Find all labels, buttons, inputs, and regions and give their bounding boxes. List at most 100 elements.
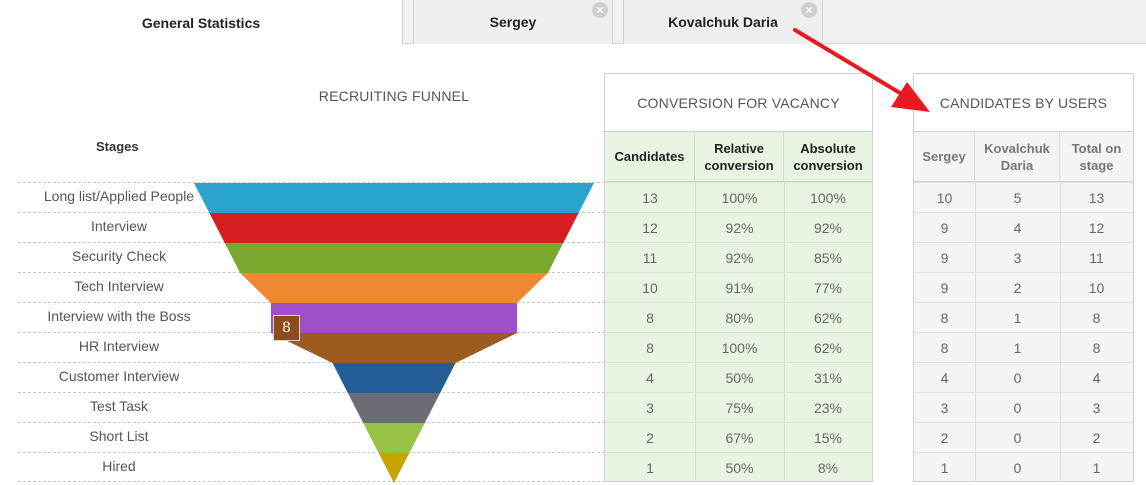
table-cell: 3 [605,392,695,422]
table-cell: 100% [695,182,784,212]
column-header: Sergey [914,132,975,182]
table-cell: 2 [605,422,695,452]
table-cell: 100% [695,332,784,362]
table-cell: 4 [914,362,975,392]
stage-label: Security Check [71,248,167,264]
stage-label: Tech Interview [74,278,164,294]
conversion-table: CONVERSION FOR VACANCY Candidates Relati… [604,73,873,482]
table-cell: 8 [605,302,695,332]
stage-label: Hired [102,458,136,474]
table-cell: 15% [784,422,872,452]
close-icon[interactable]: × [592,2,608,18]
table-cell: 10 [605,272,695,302]
table-cell: 11 [605,242,695,272]
table-cell: 13 [605,182,695,212]
funnel-segment[interactable] [270,303,518,333]
table-cell: 8 [605,332,695,362]
table-cell: 2 [1060,422,1133,452]
funnel-segment[interactable] [209,213,579,243]
table-cell: 1 [914,452,975,482]
table-cell: 9 [914,212,975,242]
conversion-title: CONVERSION FOR VACANCY [605,74,872,132]
table-cell: 31% [784,362,872,392]
table-cell: 67% [695,422,784,452]
funnel-tooltip: 8 [273,315,300,341]
tab-label: Kovalchuk Daria [668,14,778,30]
table-cell: 23% [784,392,872,422]
table-cell: 85% [784,242,872,272]
table-cell: 9 [914,242,975,272]
table-cell: 8% [784,452,872,482]
users-title: CANDIDATES BY USERS [914,74,1133,132]
stage-label: Customer Interview [58,368,180,384]
stage-row [18,422,610,452]
stage-label: Test Task [89,398,149,414]
funnel-segment[interactable] [378,453,410,483]
table-cell: 1 [1060,452,1133,482]
table-cell: 8 [914,302,975,332]
table-cell: 91% [695,272,784,302]
table-cell: 2 [914,422,975,452]
table-cell: 62% [784,332,872,362]
stages-header: Stages [96,139,139,154]
funnel-segment[interactable] [240,273,548,303]
funnel-segment[interactable] [332,363,456,393]
table-cell: 0 [975,392,1060,422]
stage-label: Long list/Applied People [43,188,195,204]
table-cell: 4 [975,212,1060,242]
funnel-segment[interactable] [224,243,564,273]
column-header: Total on stage [1060,132,1133,182]
table-cell: 9 [914,272,975,302]
table-cell: 3 [1060,392,1133,422]
funnel-segment[interactable] [194,183,594,213]
table-cell: 92% [695,212,784,242]
funnel-segment[interactable] [270,333,518,363]
tab-kovalchuk-daria[interactable]: Kovalchuk Daria × [623,0,823,44]
table-cell: 11 [1060,242,1133,272]
table-cell: 12 [1060,212,1133,242]
stage-label: HR Interview [78,338,160,354]
table-cell: 1 [605,452,695,482]
table-cell: 10 [914,182,975,212]
table-cell: 5 [975,182,1060,212]
table-cell: 13 [1060,182,1133,212]
funnel-title: RECRUITING FUNNEL [318,88,470,104]
table-cell: 50% [695,362,784,392]
tab-sergey[interactable]: Sergey × [413,0,613,44]
tab-label: Sergey [489,14,537,30]
table-cell: 8 [1060,332,1133,362]
table-cell: 100% [784,182,872,212]
table-cell: 80% [695,302,784,332]
table-cell: 1 [975,332,1060,362]
close-icon[interactable]: × [801,2,817,18]
funnel-segment[interactable] [347,393,441,423]
tab-bar: General Statistics Sergey × Kovalchuk Da… [0,0,1146,45]
candidates-by-users-table: CANDIDATES BY USERS Sergey Kovalchuk Dar… [913,73,1134,482]
table-cell: 4 [605,362,695,392]
stage-row [18,362,610,392]
stage-label: Interview [90,218,148,234]
column-header: Absolute conversion [784,132,872,182]
table-cell: 4 [1060,362,1133,392]
tab-general-statistics[interactable]: General Statistics [0,0,403,45]
table-cell: 62% [784,302,872,332]
table-cell: 0 [975,362,1060,392]
column-header: Candidates [605,132,695,182]
funnel-segment[interactable] [363,423,425,453]
stage-row [18,392,610,422]
table-cell: 0 [975,422,1060,452]
table-cell: 92% [784,212,872,242]
table-cell: 2 [975,272,1060,302]
table-cell: 75% [695,392,784,422]
table-cell: 92% [695,242,784,272]
table-cell: 3 [975,242,1060,272]
column-header: Relative conversion [695,132,784,182]
table-cell: 50% [695,452,784,482]
table-cell: 1 [975,302,1060,332]
stage-row [18,182,610,212]
table-cell: 0 [975,452,1060,482]
column-header: Kovalchuk Daria [975,132,1060,182]
stage-label: Interview with the Boss [47,308,191,324]
table-cell: 10 [1060,272,1133,302]
